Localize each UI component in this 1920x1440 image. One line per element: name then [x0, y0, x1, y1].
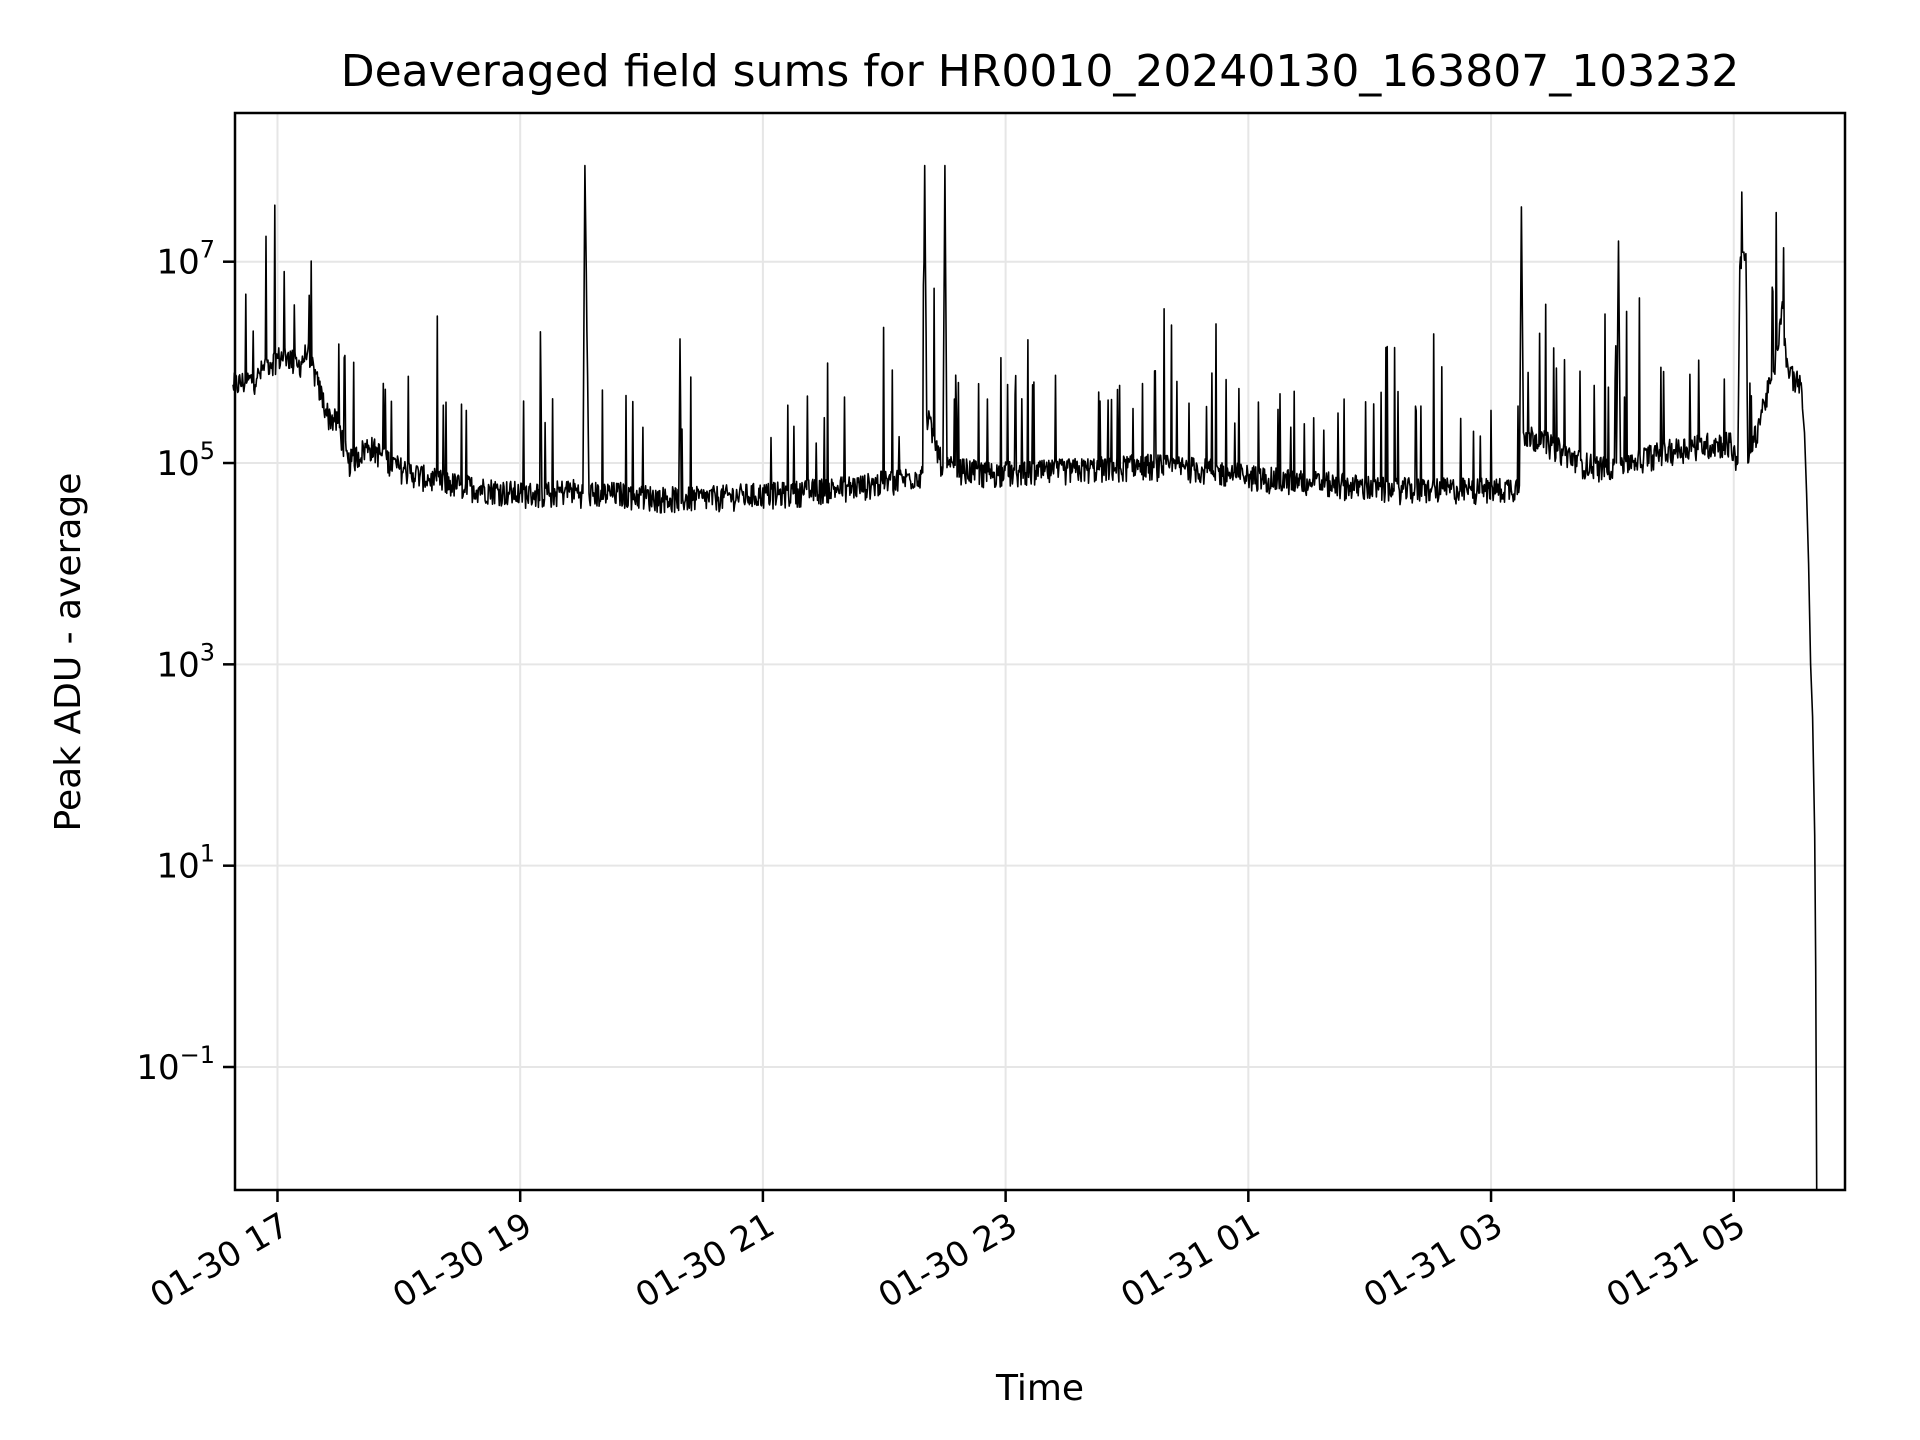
y-tick-label: 105: [156, 437, 215, 484]
y-tick-label: 107: [156, 236, 215, 283]
series-line: [232, 164, 1818, 1191]
chart-title: Deaveraged field sums for HR0010_2024013…: [341, 46, 1740, 97]
axes-frame: [233, 111, 1847, 1192]
y-axis-label: Peak ADU - average: [48, 473, 89, 832]
plot-area: [232, 164, 1818, 1191]
y-tick-label: 101: [156, 840, 215, 887]
y-axis: 107 105 103 101 10−1: [136, 236, 235, 1088]
y-tick-label: 10−1: [136, 1041, 215, 1088]
y-tick-label: 103: [156, 638, 215, 685]
x-axis-label: Time: [995, 1368, 1084, 1409]
